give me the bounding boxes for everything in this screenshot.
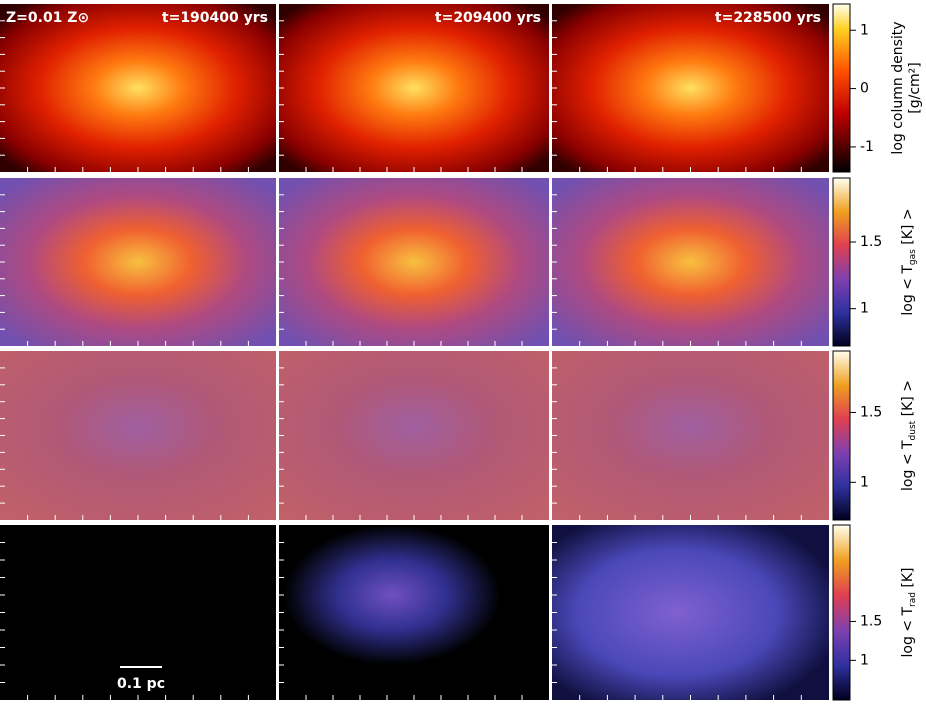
label-text: log < T <box>900 440 916 491</box>
colorbar <box>832 177 851 347</box>
colorbar-label: log < Tdust [K] > <box>900 380 918 491</box>
panel-image <box>552 178 829 346</box>
label-unit: [K] <box>900 567 916 592</box>
scale-bar-label: 0.1 pc <box>117 676 165 692</box>
colorbar-label: log < Trad [K] <box>900 567 918 657</box>
colorbar-label: log < Tgas [K] > <box>900 208 918 315</box>
panel-image <box>0 4 276 172</box>
label-text: log < T <box>900 607 916 658</box>
panel-image <box>279 4 549 172</box>
metallicity-label: Z=0.01 Z⊙ <box>6 10 89 26</box>
label-unit: [K] > <box>900 208 916 249</box>
colorbar-unit: [g/cm²] <box>907 62 923 113</box>
colorbar-tick-label: 1 <box>860 301 869 317</box>
colorbar <box>832 3 851 173</box>
colorbar-tick-label: 0 <box>860 81 869 97</box>
colorbar-tick-label: 1.5 <box>860 404 882 420</box>
panel-image <box>279 525 549 700</box>
label-subscript: dust <box>908 420 918 440</box>
colorbar-tick-label: 1 <box>860 652 869 668</box>
colorbar-tick-label: 1 <box>860 474 869 490</box>
colorbar-tick-label: 1 <box>860 22 869 38</box>
colorbar-tick-label: 1.5 <box>860 613 882 629</box>
colorbar-tick-label: -1 <box>860 139 874 155</box>
panel-image <box>552 525 829 700</box>
panel-image <box>0 178 276 346</box>
time-label: t=228500 yrs <box>715 10 821 26</box>
colorbar <box>832 524 851 701</box>
label-unit: [K] > <box>900 380 916 421</box>
panel-image <box>0 351 276 520</box>
label-subscript: gas <box>908 249 918 265</box>
panel-image <box>552 351 829 520</box>
panel-image <box>552 4 829 172</box>
panel-image <box>0 525 276 700</box>
time-label: t=209400 yrs <box>435 10 541 26</box>
panel-image <box>279 351 549 520</box>
time-label: t=190400 yrs <box>162 10 268 26</box>
colorbar-label: log column density <box>890 21 906 154</box>
panel-image <box>279 178 549 346</box>
colorbar <box>832 350 851 521</box>
label-text: log < T <box>900 265 916 316</box>
label-subscript: rad <box>908 592 918 607</box>
colorbar-tick-label: 1.5 <box>860 234 882 250</box>
